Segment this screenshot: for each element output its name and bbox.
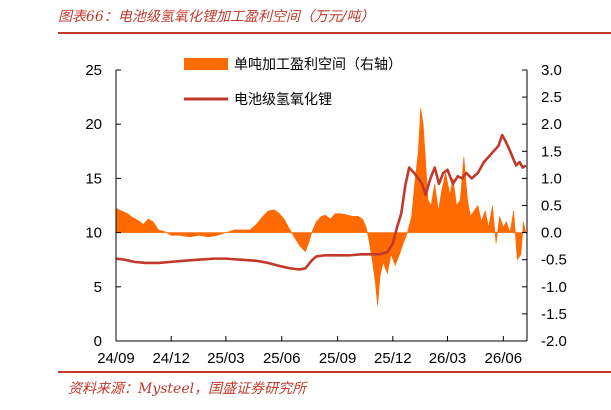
- x-tick-label: 25/12: [374, 350, 412, 367]
- right-tick-label: -1.0: [541, 279, 567, 296]
- x-tick-label: 25/03: [207, 350, 245, 367]
- left-tick-label: 0: [94, 333, 102, 350]
- title-divider: [58, 32, 611, 34]
- right-tick-label: -1.5: [541, 306, 567, 323]
- x-tick-label: 26/06: [485, 350, 523, 367]
- left-tick-label: 10: [85, 225, 102, 242]
- left-tick-label: 15: [85, 170, 102, 187]
- axes-group: 0 5 10 15 20 25 -2.0 -1.5 -1.0 -0.5 0.0 0.5 1.0 1.5 2.…: [85, 62, 567, 367]
- area-series-profit: [115, 107, 527, 306]
- right-tick-label: 1.5: [541, 143, 562, 160]
- left-tick-label: 20: [85, 116, 102, 133]
- right-tick-label: -2.0: [541, 333, 567, 350]
- source-note: 资料来源：Mysteel，国盛证券研究所: [68, 381, 307, 397]
- right-tick-label: 3.0: [541, 62, 562, 79]
- x-tick-label: 26/03: [429, 350, 467, 367]
- right-tick-label: 2.5: [541, 89, 562, 106]
- left-tick-label: 25: [85, 62, 102, 79]
- figure-title: 图表66：电池级氢氧化锂加工盈利空间（万元/吨）: [58, 9, 375, 25]
- line-series-lithium-hydroxide: [115, 133, 527, 271]
- legend-swatch-area: [184, 58, 228, 70]
- x-tick-label: 24/12: [152, 350, 190, 367]
- right-tick-label: -0.5: [541, 252, 567, 269]
- right-tick-label: 0.5: [541, 198, 562, 215]
- right-tick-label: 1.0: [541, 170, 562, 187]
- legend: 单吨加工盈利空间（右轴） 电池级氢氧化锂: [184, 56, 402, 107]
- left-tick-label: 5: [94, 279, 102, 296]
- right-tick-label: 0.0: [541, 225, 562, 242]
- legend-label-area: 单吨加工盈利空间（右轴）: [234, 56, 402, 72]
- x-tick-label: 25/09: [319, 350, 357, 367]
- x-tick-label: 25/06: [263, 350, 301, 367]
- line-series-group: [115, 133, 527, 271]
- area-series-group: [115, 107, 527, 306]
- x-tick-label: 24/09: [97, 350, 135, 367]
- right-tick-label: 2.0: [541, 116, 562, 133]
- source-divider: [58, 371, 611, 373]
- legend-label-line: 电池级氢氧化锂: [234, 91, 332, 107]
